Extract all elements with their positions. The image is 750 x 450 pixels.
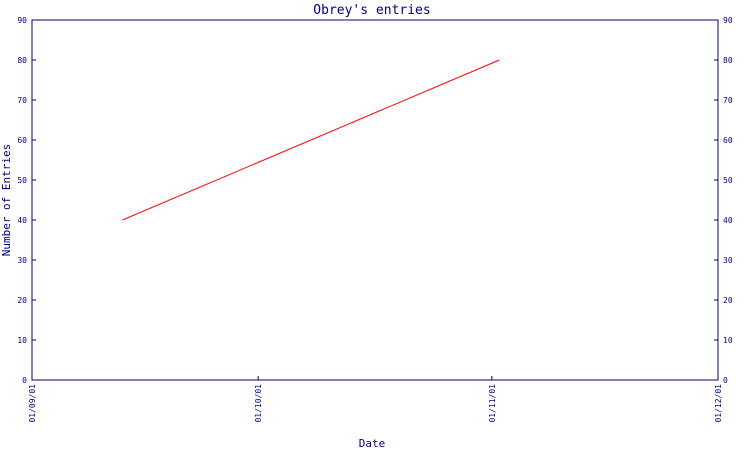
y-tick-label-right: 20 [723, 296, 733, 305]
y-tick-label-left: 20 [17, 296, 27, 305]
y-tick-label-left: 80 [17, 56, 27, 65]
x-tick-label: 01/12/01 [714, 384, 723, 423]
y-axis-title: Number of Entries [0, 144, 13, 257]
y-axis-right: 0 10 20 30 40 50 60 70 80 90 [714, 16, 733, 385]
series-layer [122, 59, 500, 221]
y-axis-left: 0 10 20 30 40 50 60 70 80 90 [17, 16, 36, 385]
y-tick-label-left: 40 [17, 216, 27, 225]
y-tick-label-left: 50 [17, 176, 27, 185]
y-tick-label-right: 70 [723, 96, 733, 105]
y-tick-label-right: 0 [723, 376, 728, 385]
y-tick-label-right: 90 [723, 16, 733, 25]
x-tick-label: 01/10/01 [254, 384, 263, 423]
x-axis: 01/09/01 01/10/01 01/11/01 01/12/01 [28, 376, 723, 423]
y-tick-label-left: 70 [17, 96, 27, 105]
y-tick-label-left: 90 [17, 16, 27, 25]
y-tick-label-left: 0 [22, 376, 27, 385]
x-tick-label: 01/11/01 [488, 384, 497, 423]
y-tick-label-right: 30 [723, 256, 733, 265]
y-tick-label-right: 10 [723, 336, 733, 345]
chart-title: Obrey's entries [313, 3, 430, 18]
y-tick-label-left: 10 [17, 336, 27, 345]
y-tick-label-left: 60 [17, 136, 27, 145]
y-tick-label-right: 40 [723, 216, 733, 225]
y-tick-label-right: 50 [723, 176, 733, 185]
y-tick-label-right: 60 [723, 136, 733, 145]
series-line [122, 59, 500, 221]
x-axis-title: Date [359, 437, 386, 450]
y-tick-label-left: 30 [17, 256, 27, 265]
plot-frame [31, 19, 719, 381]
y-tick-label-right: 80 [723, 56, 733, 65]
x-tick-label: 01/09/01 [28, 384, 37, 423]
